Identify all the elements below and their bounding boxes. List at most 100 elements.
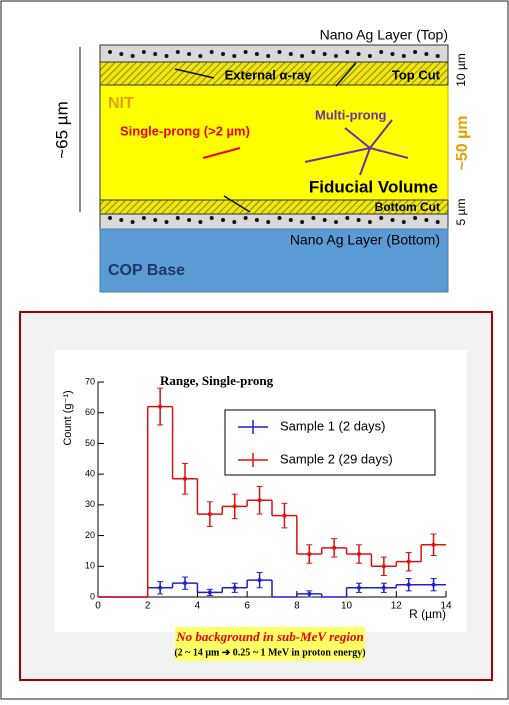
point [282, 513, 287, 518]
particle [300, 54, 305, 58]
point [207, 512, 212, 517]
point [307, 552, 312, 556]
label: ~65 µm [52, 101, 71, 159]
chart-title: Range, Single-prong [160, 373, 274, 388]
label: Single-prong (>2 µm) [120, 123, 250, 138]
point [257, 498, 262, 503]
label: Nano Ag Layer (Top) [320, 27, 448, 43]
multi-prong-tracks [304, 119, 409, 176]
particle [130, 220, 135, 224]
particle [345, 50, 350, 54]
particle [401, 54, 406, 58]
note-detail: (2 ~ 14 μm ➔ 0.25 ~ 1 MeV in proton ener… [174, 647, 365, 658]
track [174, 68, 215, 79]
label: Top Cut [392, 67, 441, 82]
legend [224, 409, 436, 476]
particle [108, 50, 112, 54]
nit [99, 84, 449, 201]
particle [198, 54, 203, 58]
legend-label: Sample 2 (29 days) [280, 451, 393, 466]
particles [108, 50, 440, 224]
particle [288, 52, 293, 56]
particle [209, 50, 214, 54]
particle [356, 218, 361, 222]
x-tick-label: 6 [244, 601, 250, 612]
base [99, 228, 449, 293]
particle [379, 216, 384, 220]
y-tick-label: 30 [85, 499, 95, 509]
label: Fiducial Volume [309, 177, 438, 196]
particle [254, 218, 259, 222]
particle [322, 52, 327, 56]
note: No background in sub-MeV region [175, 629, 364, 644]
particle [221, 52, 225, 56]
label: Bottom Cut [375, 200, 440, 214]
particle [221, 218, 225, 222]
y-tick-label: 10 [85, 561, 95, 571]
particle [334, 220, 338, 224]
particle [266, 220, 271, 224]
particle [277, 50, 282, 54]
x-tick-label: 2 [145, 601, 151, 612]
particle [288, 218, 293, 222]
particle [164, 54, 169, 58]
particle [141, 50, 146, 54]
particle [311, 50, 316, 54]
plot-area [55, 350, 467, 632]
y-tick-label: 40 [85, 469, 95, 479]
diagram: Nano Ag Layer (Top) External α-ray Top C… [52, 27, 471, 293]
point [357, 585, 361, 590]
x-tick-label: 10 [341, 601, 353, 612]
particle [153, 218, 158, 222]
particle [345, 216, 350, 220]
label: NIT [108, 95, 134, 112]
particle [300, 220, 305, 224]
particle [424, 218, 429, 222]
particle [266, 54, 271, 58]
point [158, 404, 163, 409]
particle [187, 218, 192, 222]
point [232, 504, 237, 509]
particle [243, 50, 248, 54]
track [335, 62, 357, 87]
particle [390, 218, 395, 222]
point [183, 581, 187, 586]
y-axis-label: Count (g⁻¹) [62, 390, 74, 445]
label: External α-ray [225, 67, 313, 82]
y-tick-label: 50 [85, 438, 95, 448]
point [431, 582, 436, 587]
particle [367, 54, 372, 58]
x-tick-label: 4 [195, 601, 201, 612]
top-layer [99, 44, 449, 63]
particle [175, 216, 180, 220]
x-tick-label: 8 [294, 601, 300, 612]
point [357, 552, 361, 556]
point [406, 582, 411, 587]
point [381, 585, 386, 590]
legend-label: Sample 1 (2 days) [280, 418, 386, 433]
label: Nano Ag Layer (Bottom) [290, 232, 440, 248]
particle [379, 50, 384, 54]
particle [401, 220, 406, 224]
particle [435, 54, 440, 58]
x-tick-label: 0 [95, 601, 101, 612]
particle [424, 52, 429, 56]
particle [435, 220, 440, 224]
particle [153, 52, 158, 56]
track [202, 147, 241, 159]
point [158, 585, 163, 590]
particle [413, 50, 418, 54]
label: 5 µm [454, 199, 468, 226]
label: 10 µm [454, 53, 468, 87]
particle [413, 216, 418, 220]
label: ~50 µm [454, 115, 471, 170]
point [207, 590, 212, 595]
point [232, 585, 237, 590]
x-tick-label: 14 [440, 601, 452, 612]
y-tick-label: 20 [85, 530, 95, 540]
bottom-layer [99, 213, 449, 230]
point [431, 542, 436, 547]
particle [367, 220, 372, 224]
